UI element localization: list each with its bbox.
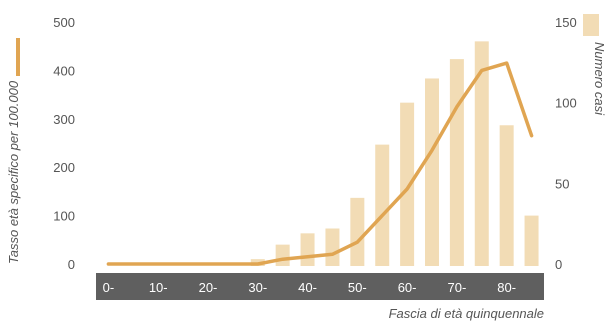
left-y-tick-label: 400 bbox=[53, 63, 75, 78]
bar-40- bbox=[300, 233, 315, 266]
right-y-tick-labels: 0 50 100 150 bbox=[555, 15, 577, 272]
left-y-tick-label: 200 bbox=[53, 160, 75, 175]
x-tick-label: 40- bbox=[298, 280, 317, 295]
x-tick-label: 70- bbox=[447, 280, 466, 295]
bar-85- bbox=[524, 215, 539, 266]
x-tick-label: 0- bbox=[103, 280, 115, 295]
bar-55- bbox=[375, 144, 390, 266]
bar-35- bbox=[275, 244, 290, 266]
bar-80- bbox=[499, 125, 514, 267]
line-series bbox=[106, 61, 534, 266]
right-y-tick-label: 150 bbox=[555, 15, 577, 30]
bar-65- bbox=[425, 78, 439, 266]
bar-60- bbox=[400, 102, 415, 267]
x-tick-label: 20- bbox=[199, 280, 218, 295]
right-y-tick-label: 0 bbox=[555, 257, 562, 272]
x-axis-title: Fascia di età quinquennale bbox=[389, 306, 544, 321]
left-y-tick-label: 500 bbox=[53, 15, 75, 30]
x-tick-label: 80- bbox=[497, 280, 516, 295]
bar-45- bbox=[325, 228, 340, 266]
bar-50- bbox=[350, 197, 365, 266]
left-y-axis-title: Tasso età specifico per 100.000 bbox=[6, 80, 21, 264]
left-y-tick-label: 0 bbox=[68, 257, 75, 272]
right-legend-swatch bbox=[583, 14, 599, 36]
left-y-tick-label: 300 bbox=[53, 112, 75, 127]
bar-70- bbox=[449, 59, 464, 267]
bar-series bbox=[250, 41, 539, 267]
left-y-tick-labels: 0 100 200 300 400 500 bbox=[53, 15, 75, 272]
x-tick-label: 60- bbox=[398, 280, 417, 295]
line-rate bbox=[106, 61, 534, 266]
x-tick-label: 10- bbox=[149, 280, 168, 295]
right-y-tick-label: 100 bbox=[555, 96, 577, 111]
x-axis-band bbox=[96, 273, 544, 300]
x-tick-label: 50- bbox=[348, 280, 367, 295]
left-legend-swatch bbox=[16, 38, 20, 76]
bar-75- bbox=[474, 41, 489, 266]
x-tick-labels: 0- 10- 20- 30- 40- 50- 60- 70- 80- bbox=[103, 280, 516, 295]
left-y-tick-label: 100 bbox=[53, 209, 75, 224]
right-y-tick-label: 50 bbox=[555, 176, 569, 191]
x-tick-label: 30- bbox=[248, 280, 267, 295]
right-y-axis-title: Numero casi bbox=[592, 42, 607, 116]
